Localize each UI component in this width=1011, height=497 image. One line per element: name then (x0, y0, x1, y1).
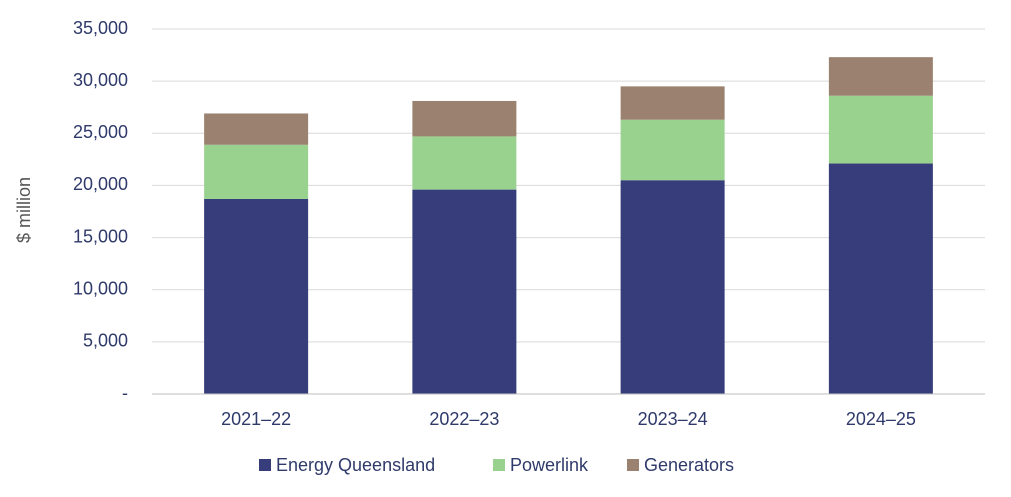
y-tick-label: - (122, 383, 128, 403)
x-tick-label: 2021–22 (221, 409, 291, 429)
bar-segment (828, 57, 933, 96)
y-tick-label: 35,000 (73, 18, 128, 38)
y-tick-label: 25,000 (73, 122, 128, 142)
bar-segment (204, 144, 309, 199)
bar-segment (412, 189, 517, 394)
x-tick-label: 2024–25 (846, 409, 916, 429)
bar-segment (620, 86, 725, 120)
bar-segment (828, 163, 933, 394)
legend-swatch (259, 459, 271, 471)
bar-segment (412, 136, 517, 190)
y-tick-label: 15,000 (73, 226, 128, 246)
bar-segment (204, 198, 309, 394)
x-tick-label: 2023–24 (638, 409, 708, 429)
legend-label: Powerlink (510, 455, 589, 475)
y-tick-label: 5,000 (83, 331, 128, 351)
bar-segment (620, 180, 725, 394)
bar-segment (412, 100, 517, 137)
legend-label: Energy Queensland (276, 455, 435, 475)
x-tick-label: 2022–23 (429, 409, 499, 429)
legend-swatch (627, 459, 639, 471)
bar-segment (620, 119, 725, 181)
legend-swatch (493, 459, 505, 471)
y-tick-label: 20,000 (73, 174, 128, 194)
y-axis-label: $ million (14, 177, 34, 243)
y-tick-label: 10,000 (73, 278, 128, 298)
bar-segment (204, 113, 309, 145)
legend-label: Generators (644, 455, 734, 475)
y-tick-label: 30,000 (73, 70, 128, 90)
bar-segment (828, 95, 933, 164)
